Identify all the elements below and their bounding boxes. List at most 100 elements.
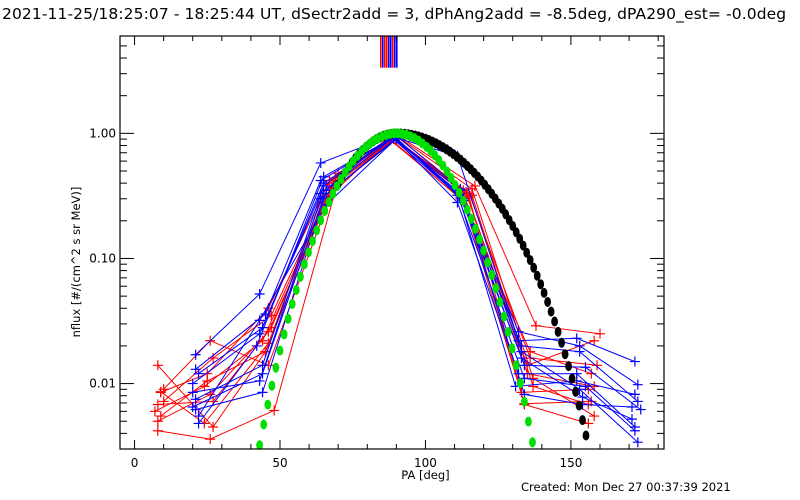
series-line — [198, 137, 639, 402]
data-point-plus — [254, 315, 265, 326]
y-tick-label: 0.01 — [89, 377, 116, 391]
fit-point — [451, 180, 459, 191]
series-line — [160, 137, 589, 425]
data-point-plus — [158, 396, 169, 407]
fit-point — [488, 269, 496, 280]
fit-point — [329, 188, 337, 199]
data-point-plus — [629, 389, 640, 400]
data-point-plus — [528, 381, 539, 392]
created-timestamp: Created: Mon Dec 27 00:37:39 2021 — [521, 480, 731, 494]
fit-point — [500, 311, 508, 322]
vertical-marker — [384, 36, 386, 68]
fit-point — [276, 345, 284, 356]
vertical-marker — [388, 36, 390, 68]
data-point-plus — [627, 401, 637, 412]
data-point-plus — [629, 356, 640, 367]
series-b9 — [190, 132, 643, 390]
data-point-plus — [627, 414, 637, 425]
vertical-marker-layer — [380, 36, 398, 68]
data-point-plus — [589, 411, 600, 422]
fit-point — [537, 279, 545, 290]
vertical-marker — [396, 36, 398, 68]
data-point-plus — [205, 434, 216, 445]
fit-point — [579, 415, 586, 426]
data-point-plus — [580, 381, 591, 392]
fit-point — [533, 270, 541, 281]
y-tick-label: 1.00 — [89, 126, 116, 140]
fit-point — [525, 416, 532, 427]
x-tick-label: 50 — [272, 456, 287, 470]
data-point-plus — [583, 418, 594, 429]
data-point-plus — [152, 399, 163, 410]
data-point-plus — [629, 425, 640, 436]
fit-point — [333, 181, 341, 192]
data-point-plus — [269, 405, 280, 416]
data-point-plus — [152, 360, 163, 371]
x-tick-label: 150 — [559, 456, 582, 470]
fit-point — [504, 327, 512, 337]
fit-point — [463, 204, 471, 215]
fit-point — [280, 329, 288, 340]
chart-title: 2021-11-25/18:25:07 - 18:25:44 UT, dSect… — [2, 5, 787, 23]
series-line — [163, 138, 589, 393]
y-axis-label: nflux [#/(cm^2 s sr MeV)] — [69, 187, 83, 338]
fit-point — [309, 236, 316, 246]
series-line — [195, 135, 636, 400]
data-point-plus — [254, 375, 265, 386]
data-point-plus — [152, 416, 163, 427]
series-b7 — [190, 131, 640, 405]
fit-point — [521, 396, 528, 407]
data-point-plus — [635, 404, 646, 415]
fit-point — [268, 380, 276, 391]
data-point-plus — [531, 320, 541, 331]
series-line — [195, 136, 639, 386]
fit-point — [547, 306, 555, 317]
data-point-plus — [193, 411, 204, 422]
fit-point — [455, 187, 463, 198]
fit-point — [321, 205, 329, 216]
y-tick-label: 0.10 — [89, 251, 116, 265]
fit-point — [272, 362, 280, 373]
fit-point — [337, 174, 345, 184]
data-point-plus — [257, 387, 268, 398]
fit-point — [476, 234, 483, 245]
fit-point — [582, 430, 590, 441]
fit-point — [575, 400, 583, 411]
data-point-plus — [632, 379, 643, 390]
data-point-plus — [202, 375, 213, 386]
fit-point — [468, 213, 475, 224]
fit-point — [264, 399, 272, 410]
data-point-plus — [519, 360, 530, 371]
fit-point — [459, 195, 467, 206]
data-point-plus — [190, 364, 201, 375]
x-axis-label: PA [deg] — [401, 468, 449, 482]
fit-point — [540, 287, 548, 298]
data-point-plus — [190, 394, 201, 405]
fit-point — [297, 271, 304, 282]
fit-point — [561, 349, 569, 360]
fit-point — [484, 257, 492, 268]
fit-point — [260, 419, 268, 430]
data-point-plus — [632, 437, 643, 448]
data-point-plus — [263, 326, 274, 337]
series-b4 — [190, 132, 640, 432]
data-point-plus — [580, 362, 591, 373]
data-point-plus — [516, 353, 527, 364]
axes-layer — [119, 35, 665, 450]
series-line — [195, 136, 636, 428]
data-point-plus — [595, 328, 605, 339]
fit-point — [492, 283, 500, 294]
fit-point — [551, 316, 558, 327]
fit-point — [512, 360, 520, 371]
fit-point — [568, 373, 576, 384]
vertical-marker — [392, 36, 394, 68]
series-line — [157, 133, 601, 440]
fit-point — [443, 166, 451, 177]
vertical-marker — [386, 36, 388, 68]
fit-point — [544, 297, 551, 307]
fit-layer — [256, 128, 590, 449]
fit-point — [472, 223, 479, 234]
fit-point — [523, 247, 531, 258]
data-point-plus — [318, 191, 329, 202]
